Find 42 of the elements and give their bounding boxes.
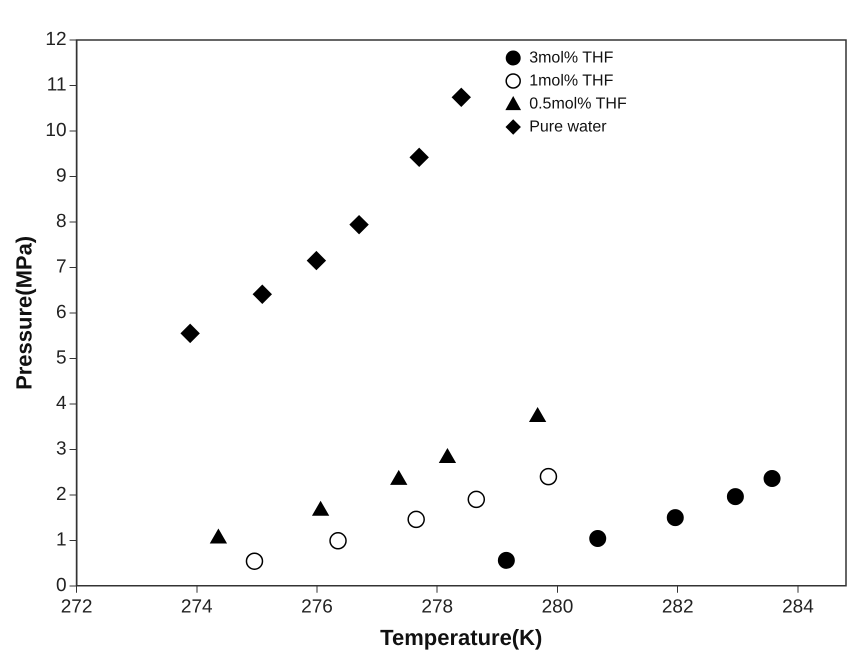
point <box>252 284 272 304</box>
point <box>540 468 558 486</box>
legend-label: Pure water <box>529 118 608 136</box>
point <box>350 215 369 234</box>
point <box>329 532 347 550</box>
point <box>407 510 425 528</box>
x-tick-label: 282 <box>662 596 694 618</box>
legend-label: 3mol% THF <box>529 49 614 66</box>
y-tick-label: 2 <box>56 484 67 506</box>
point <box>468 490 486 508</box>
y-tick-label: 12 <box>45 29 67 50</box>
y-tick-label: 10 <box>45 120 67 142</box>
x-tick-label: 276 <box>301 596 333 618</box>
x-tick-label: 280 <box>542 596 574 618</box>
point <box>452 88 471 107</box>
y-tick-label: 9 <box>56 166 67 187</box>
y-tick-label: 11 <box>46 74 67 96</box>
y-tick-label: 6 <box>56 302 67 324</box>
point <box>306 251 326 270</box>
point <box>666 509 684 526</box>
point <box>410 148 429 167</box>
legend-label: 1mol% THF <box>529 72 614 90</box>
point <box>180 324 200 343</box>
x-tick-label: 272 <box>60 596 92 618</box>
y-tick-label: 3 <box>56 438 67 460</box>
point <box>726 488 744 506</box>
y-tick-label: 5 <box>56 348 67 369</box>
y-tick-label: 1 <box>56 530 67 551</box>
y-axis-title: Pressure(MPa) <box>11 236 36 390</box>
legend-label: 0.5mol% THF <box>529 95 627 112</box>
x-tick-label: 278 <box>421 596 454 618</box>
x-axis-title: Temperature(K) <box>380 624 542 650</box>
y-tick-label: 7 <box>56 256 67 278</box>
point <box>589 530 606 547</box>
x-tick-label: 274 <box>180 596 214 618</box>
y-tick-label: 8 <box>56 211 67 232</box>
y-tick-label: 4 <box>56 393 67 414</box>
point <box>498 552 515 569</box>
point <box>764 470 781 487</box>
x-tick-label: 284 <box>782 596 814 618</box>
point <box>246 552 264 570</box>
y-tick-label: 0 <box>56 575 67 596</box>
